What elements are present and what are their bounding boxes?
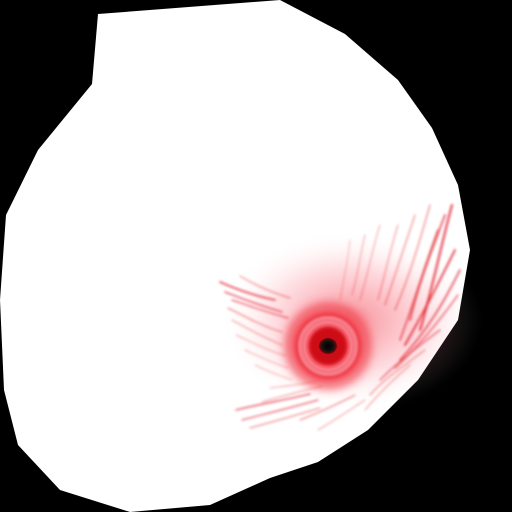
pupil [319,338,337,354]
blood-veins [219,204,461,431]
